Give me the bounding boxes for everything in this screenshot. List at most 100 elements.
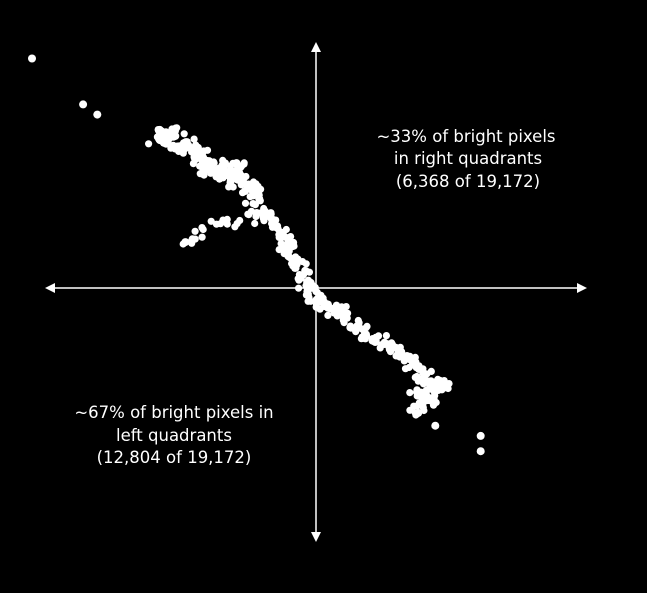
scatter-point <box>385 345 393 353</box>
scatter-point <box>162 140 170 148</box>
scatter-point <box>198 233 206 241</box>
scatter-point <box>256 197 264 205</box>
scatter-point <box>199 161 207 169</box>
scatter-point <box>241 199 250 207</box>
scatter-point <box>168 125 176 133</box>
scatter-point <box>282 225 290 234</box>
y-axis-top-arrowhead <box>311 42 321 52</box>
scatter-point <box>179 149 187 157</box>
scatter-point <box>295 276 303 284</box>
scatter-point <box>260 204 268 213</box>
scatter-point <box>401 365 410 373</box>
scatter-point <box>165 135 174 143</box>
scatter-point <box>212 220 221 228</box>
scatter-point <box>476 447 485 456</box>
scatter-point <box>253 209 261 217</box>
scatter-point <box>154 127 163 135</box>
scatter-point <box>346 324 354 332</box>
scatter-point <box>157 134 165 142</box>
scatter-point <box>415 362 423 370</box>
scatter-point <box>277 240 285 248</box>
scatter-point <box>432 398 440 407</box>
scatter-point <box>313 288 321 296</box>
scatter-point <box>219 156 227 164</box>
scatter-point <box>371 335 379 343</box>
scatter-point <box>188 235 196 243</box>
scatter-point <box>376 344 384 352</box>
scatter-point <box>190 143 198 151</box>
scatter-point <box>200 171 208 179</box>
scatter-point <box>255 190 263 198</box>
scatter-point <box>210 158 218 166</box>
scatter-point <box>323 300 331 308</box>
right-annotation-line-1: ~33% of bright pixels <box>376 127 555 146</box>
scatter-point <box>259 214 267 222</box>
scatter-point <box>304 285 312 293</box>
scatter-point <box>419 403 427 411</box>
scatter-point <box>203 146 212 154</box>
scatter-point <box>284 251 293 260</box>
scatter-point <box>339 312 347 320</box>
scatter-point <box>418 374 427 383</box>
scatter-point <box>388 339 396 347</box>
scatter-point <box>288 259 296 267</box>
scatter-point <box>361 333 369 341</box>
axes-layer <box>45 42 587 542</box>
scatter-point <box>251 181 259 190</box>
x-axis-right-arrowhead <box>577 283 587 293</box>
scatter-point <box>443 384 451 392</box>
point-layer <box>28 54 485 456</box>
scatter-point <box>207 217 215 225</box>
left-annotation-line-2: left quadrants <box>116 426 232 445</box>
scatter-point <box>93 110 102 119</box>
scatter-point <box>406 389 414 397</box>
scatter-point <box>189 160 197 168</box>
scatter-point <box>288 239 296 247</box>
scatter-point <box>342 303 350 311</box>
scatter-point <box>219 164 227 172</box>
scatter-point <box>28 54 36 63</box>
scatter-point <box>236 216 244 225</box>
right-annotation-line-2: in right quadrants <box>394 149 542 168</box>
scatter-point <box>299 271 308 279</box>
scatter-point <box>431 421 440 430</box>
scatter-point <box>198 153 206 161</box>
scatter-point <box>180 130 188 138</box>
scatter-point <box>304 297 312 305</box>
scatter-point <box>394 346 402 354</box>
scatter-point <box>268 219 276 228</box>
scatter-point <box>302 260 310 268</box>
scatter-point <box>79 100 88 109</box>
scatter-point <box>275 231 283 239</box>
scatter-point <box>180 139 188 147</box>
scatter-point <box>226 162 234 170</box>
scatter-point <box>190 135 198 143</box>
scatter-point <box>287 233 295 241</box>
scatter-point <box>355 323 363 331</box>
y-axis-bottom-arrowhead <box>311 532 321 542</box>
scatter-point <box>275 246 283 254</box>
scatter-point <box>413 402 421 410</box>
scatter-point <box>423 370 431 378</box>
scatter-point <box>430 384 438 392</box>
scatter-point <box>172 132 180 140</box>
scatter-point <box>331 304 339 312</box>
right-quadrant-annotation: ~33% of bright pixels in right quadrants… <box>376 127 555 191</box>
scatter-point <box>215 175 224 183</box>
scatter-point <box>244 183 252 191</box>
scatter-point <box>305 268 313 276</box>
scatter-point <box>179 240 187 248</box>
scatter-point <box>251 219 259 228</box>
scatter-point <box>240 160 248 168</box>
scatter-point <box>244 210 252 218</box>
scatter-point <box>167 144 175 152</box>
scatter-point <box>231 223 239 231</box>
right-annotation-line-3: (6,368 of 19,172) <box>396 172 540 191</box>
scatter-point <box>411 353 419 361</box>
scatter-point <box>382 332 390 340</box>
scatter-point <box>324 311 332 319</box>
scatter-point <box>249 192 257 200</box>
left-annotation-line-3: (12,804 of 19,172) <box>97 448 252 467</box>
scatter-point <box>421 396 430 404</box>
